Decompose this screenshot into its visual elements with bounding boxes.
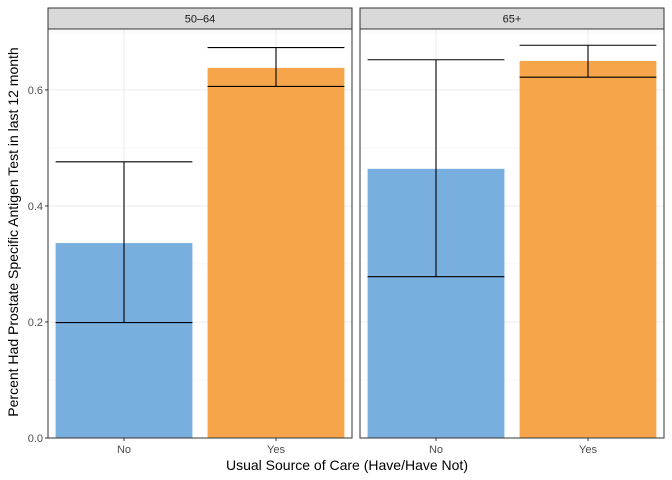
x-tick-label: No [429,444,443,456]
x-tick-label: Yes [579,444,597,456]
facet-strip-label: 65+ [503,14,522,26]
x-tick-label: Yes [267,444,285,456]
y-tick-label: 0.0 [28,433,43,445]
bar-yes [207,67,345,438]
y-axis: 0.0 0.2 0.4 0.6 [28,85,48,445]
x-axis: No Yes No Yes [117,438,597,456]
error-bar-yes [207,47,345,87]
panel-border [47,28,353,439]
panels-layer: 50–64 65+ [47,7,665,439]
facet-strip-label: 50–64 [185,14,216,26]
x-axis-title: Usual Source of Care (Have/Have Not) [226,457,468,473]
y-tick-label: 0.4 [28,201,43,213]
y-axis-title: Percent Had Prostate Specific Antigen Te… [5,47,21,416]
error-bar-no [367,59,505,278]
y-tick-label: 0.6 [28,85,43,97]
x-tick-label: No [117,444,131,456]
error-bar-yes [519,44,657,78]
panel-2: 65+ [359,7,665,439]
panel-border [359,28,665,439]
y-tick-label: 0.2 [28,317,43,329]
bar-yes [519,60,657,438]
error-bar-no [55,161,193,324]
panel-1: 50–64 [47,7,353,439]
